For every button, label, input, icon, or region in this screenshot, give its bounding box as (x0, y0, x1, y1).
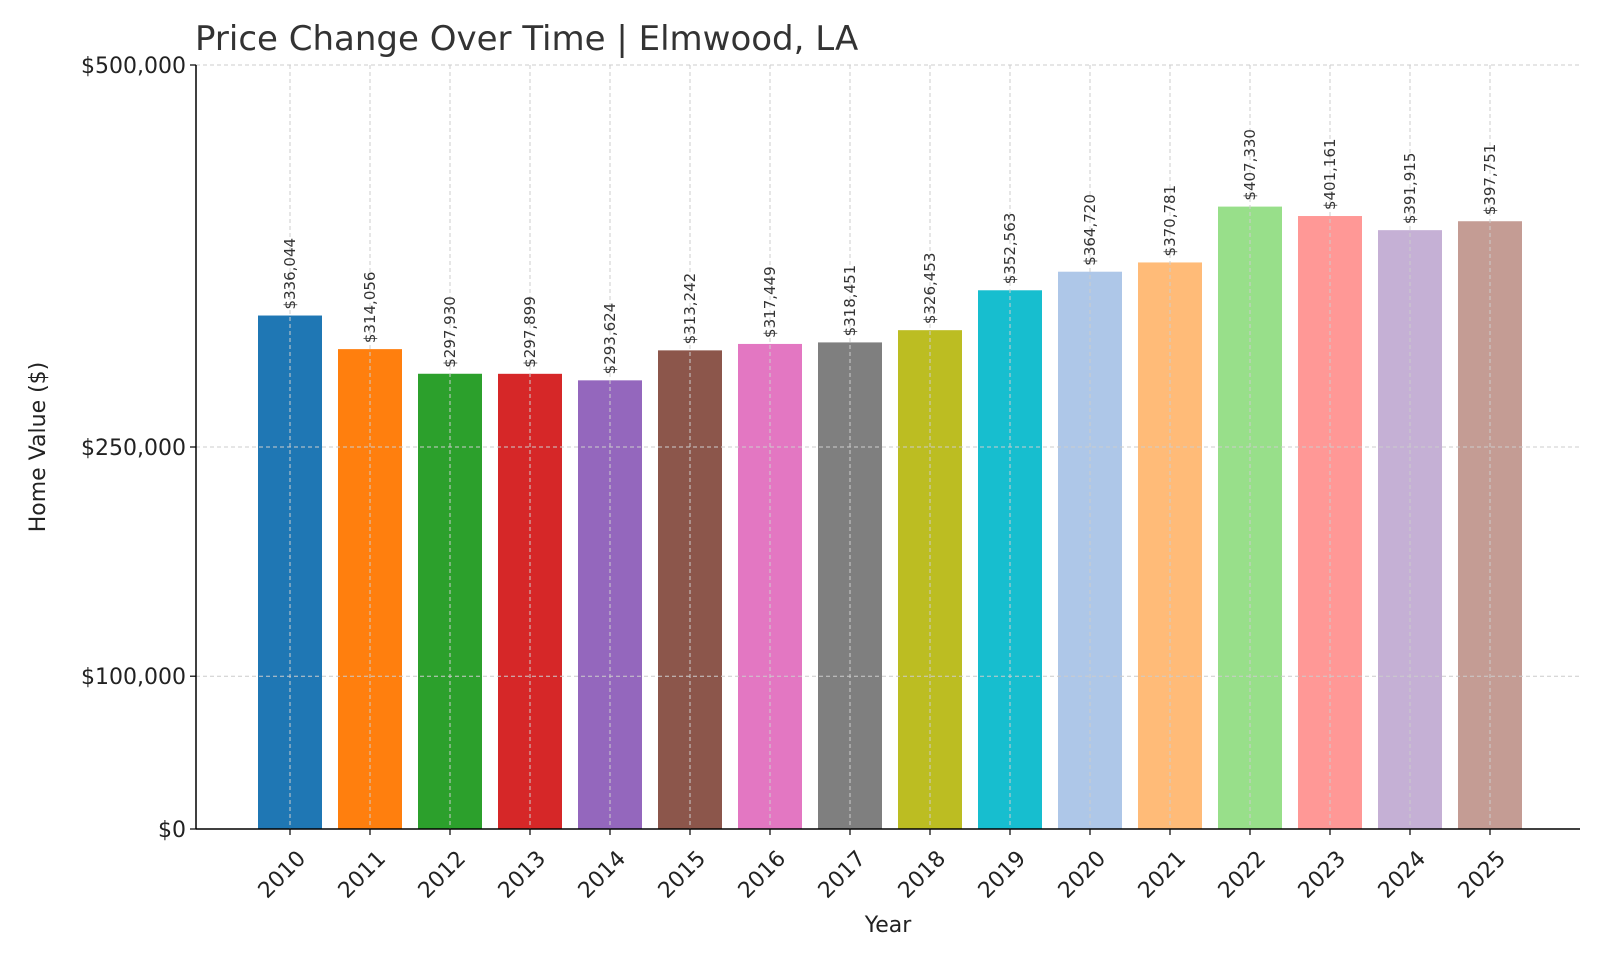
grid (196, 64, 1580, 829)
bar (978, 290, 1042, 830)
x-tick-label: 2010 (254, 846, 311, 903)
chart-title: Price Change Over Time | Elmwood, LA (195, 19, 858, 59)
x-tick-label: 2013 (494, 846, 551, 903)
data-label: $313,242 (681, 273, 699, 345)
bar (1458, 221, 1522, 830)
x-tick-label: 2016 (734, 846, 791, 903)
y-axis-label: Home Value ($) (26, 362, 51, 533)
data-label: $314,056 (361, 272, 379, 344)
x-tick-label: 2025 (1454, 846, 1511, 903)
x-tick-label: 2021 (1134, 846, 1191, 903)
x-tick-label: 2023 (1294, 846, 1351, 903)
x-tick-label: 2018 (894, 846, 951, 903)
y-tick-label: $0 (158, 818, 186, 843)
x-tick-label: 2019 (974, 846, 1031, 903)
x-tick-label: 2014 (574, 846, 631, 903)
x-tick-label: 2022 (1214, 846, 1271, 903)
data-label: $391,915 (1401, 153, 1419, 225)
data-label: $397,751 (1481, 144, 1499, 216)
x-tick-label: 2015 (654, 846, 711, 903)
x-axis-ticks: 2010 2011 2012 2013 2014 2015 2016 2017 2018 2019… (254, 829, 1511, 904)
data-labels: $336,044 $314,056 $297,930 $297,899 $293,624… (281, 129, 1499, 374)
bar (1138, 262, 1202, 829)
x-tick-label: 2020 (1054, 846, 1111, 903)
x-tick-label: 2011 (334, 846, 391, 903)
data-label: $326,453 (921, 253, 939, 325)
x-tick-label: 2024 (1374, 846, 1431, 903)
x-tick-label: 2012 (414, 846, 471, 903)
data-label: $401,161 (1321, 138, 1339, 210)
x-axis-label: Year (864, 913, 913, 938)
data-label: $370,781 (1161, 185, 1179, 257)
y-tick-label: $500,000 (81, 54, 186, 79)
data-label: $318,451 (841, 265, 859, 337)
data-label: $317,449 (761, 266, 779, 338)
data-label: $297,930 (441, 296, 459, 368)
data-label: $407,330 (1241, 129, 1259, 201)
data-label: $364,720 (1081, 194, 1099, 266)
data-label: $352,563 (1001, 213, 1019, 285)
x-tick-label: 2017 (814, 846, 871, 903)
y-tick-label: $250,000 (81, 436, 186, 461)
data-label: $297,899 (521, 296, 539, 368)
data-label: $293,624 (601, 303, 619, 375)
y-tick-label: $100,000 (81, 665, 186, 690)
bar (338, 349, 402, 829)
data-label: $336,044 (281, 238, 299, 310)
y-axis-ticks: $0 $100,000 $250,000 $500,000 (81, 54, 196, 843)
